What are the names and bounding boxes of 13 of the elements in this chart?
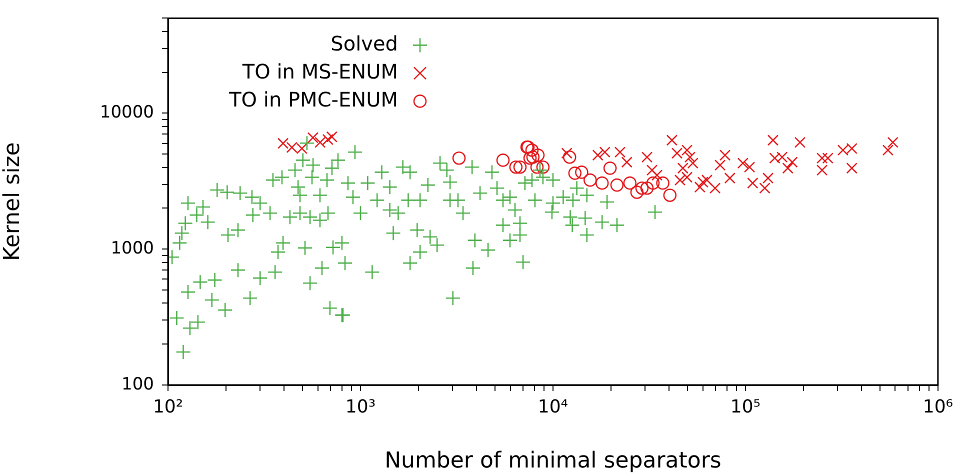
x-tick-label: 10⁶ — [922, 396, 953, 418]
legend-label: TO in MS-ENUM — [241, 59, 398, 84]
y-tick-label: 10000 — [100, 102, 154, 123]
y-tick-label: 100 — [122, 374, 154, 394]
x-axis-title: Number of minimal separators — [384, 448, 722, 474]
x-tick-label: 10² — [152, 396, 184, 418]
legend-label: Solved — [330, 31, 398, 56]
y-axis-title: Kernel size — [0, 142, 25, 261]
x-tick-label: 10⁵ — [730, 396, 761, 418]
legend-label: TO in PMC-ENUM — [228, 87, 398, 112]
x-tick-label: 10³ — [345, 396, 376, 418]
y-tick-label: 1000 — [110, 238, 154, 259]
x-tick-label: 10⁴ — [538, 396, 568, 418]
